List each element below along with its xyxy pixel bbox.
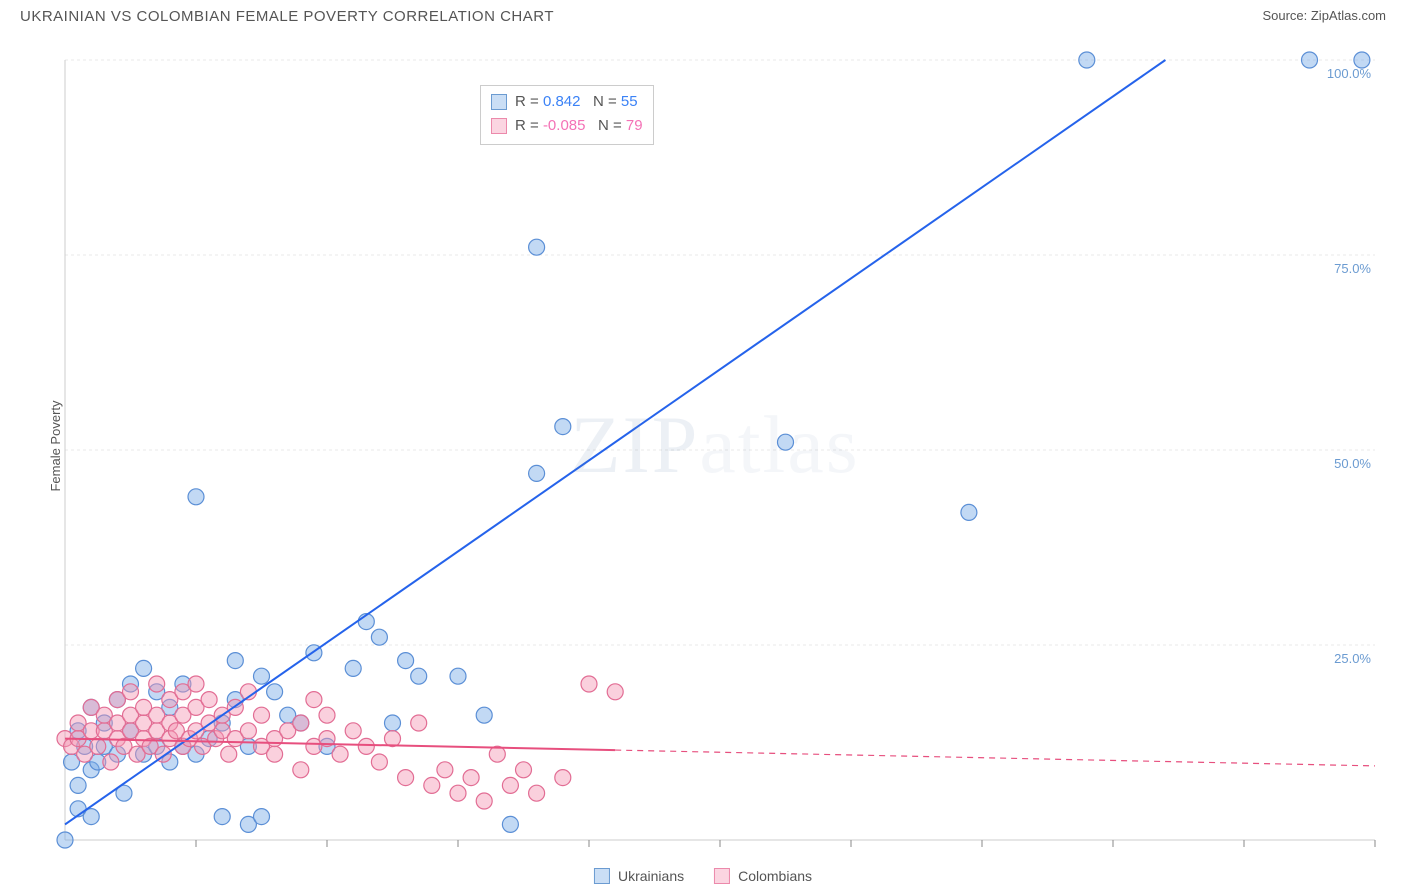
- scatter-chart-svg: 0.0%100.0%25.0%50.0%75.0%100.0%: [45, 40, 1385, 850]
- svg-text:75.0%: 75.0%: [1334, 261, 1371, 276]
- legend: Ukrainians Colombians: [594, 868, 812, 884]
- stats-row-ukrainians: R = 0.842 N = 55: [491, 90, 643, 114]
- stats-swatch: [491, 118, 507, 134]
- legend-swatch: [714, 868, 730, 884]
- chart-area: 0.0%100.0%25.0%50.0%75.0%100.0% ZIPatlas…: [45, 40, 1385, 850]
- stats-text: R = -0.085 N = 79: [515, 114, 643, 138]
- stats-text: R = 0.842 N = 55: [515, 90, 638, 114]
- svg-text:100.0%: 100.0%: [1327, 66, 1372, 81]
- legend-label: Colombians: [738, 868, 812, 884]
- legend-item-colombians: Colombians: [714, 868, 812, 884]
- stats-swatch: [491, 94, 507, 110]
- legend-swatch: [594, 868, 610, 884]
- svg-text:25.0%: 25.0%: [1334, 651, 1371, 666]
- legend-label: Ukrainians: [618, 868, 684, 884]
- chart-title: UKRAINIAN VS COLOMBIAN FEMALE POVERTY CO…: [20, 8, 554, 25]
- correlation-stats-box: R = 0.842 N = 55R = -0.085 N = 79: [480, 85, 654, 145]
- stats-row-colombians: R = -0.085 N = 79: [491, 114, 643, 138]
- svg-text:50.0%: 50.0%: [1334, 456, 1371, 471]
- source-attribution: Source: ZipAtlas.com: [1262, 8, 1386, 23]
- legend-item-ukrainians: Ukrainians: [594, 868, 684, 884]
